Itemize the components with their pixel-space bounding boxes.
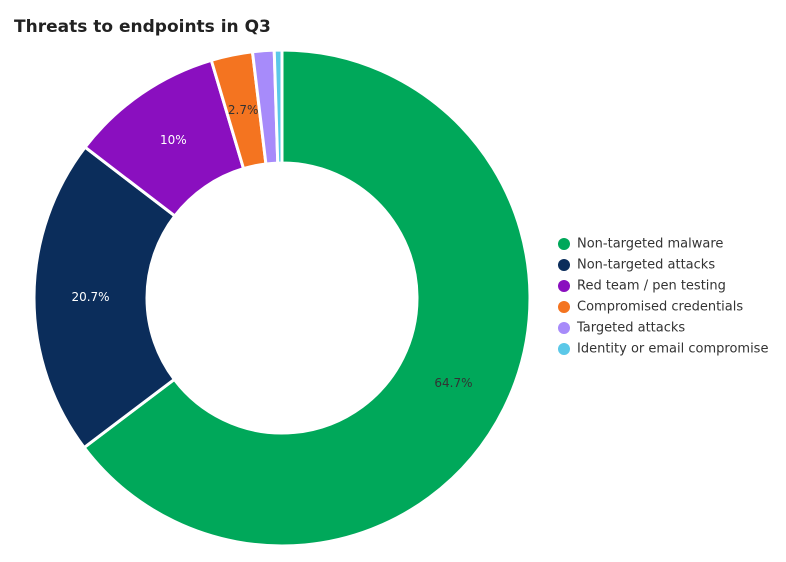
value-label: 2.7% (228, 103, 259, 117)
legend-label: Identity or email compromise (577, 342, 768, 357)
legend-swatch (558, 343, 570, 355)
legend-swatch (558, 301, 570, 313)
value-label: 64.7% (434, 376, 472, 390)
legend-swatch (558, 322, 570, 334)
legend-label: Non-targeted attacks (577, 258, 715, 273)
chart-title: Threats to endpoints in Q3 (14, 17, 271, 37)
slice (82, 48, 532, 548)
legend-swatch (558, 238, 570, 250)
legend-swatch (558, 259, 570, 271)
legend-label: Non-targeted malware (577, 237, 723, 252)
legend-label: Targeted attacks (576, 321, 685, 336)
legend-label: Red team / pen testing (577, 279, 726, 294)
value-label: 20.7% (71, 290, 109, 304)
legend-label: Compromised credentials (577, 300, 743, 315)
slice (272, 48, 284, 165)
value-label: 10% (160, 133, 187, 147)
legend-swatch (558, 280, 570, 292)
slice (32, 145, 177, 450)
